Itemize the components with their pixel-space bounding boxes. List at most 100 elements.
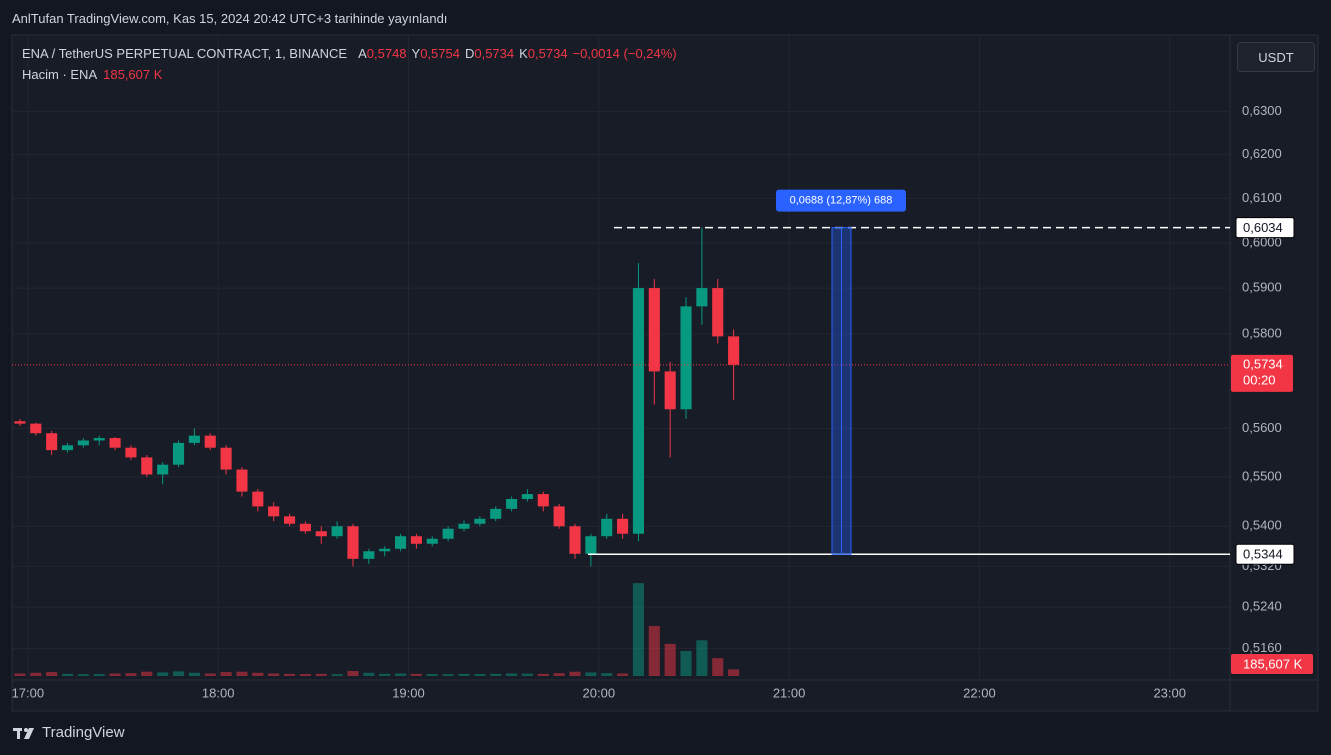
low: 0,5734 <box>474 46 515 61</box>
low-level-label-box <box>1235 543 1295 565</box>
last-volume-box <box>1231 654 1313 674</box>
candle-body <box>283 516 296 524</box>
volume-bar <box>458 673 470 676</box>
volume-bar <box>712 658 724 676</box>
candle-body <box>220 447 232 470</box>
candle-body <box>252 491 264 507</box>
volume-bar <box>268 673 280 676</box>
logo <box>13 728 34 739</box>
candle-body <box>61 445 74 451</box>
candle-body <box>331 526 343 537</box>
volume-legend: Hacim · ENA 185,607 K <box>22 67 162 82</box>
candle-body <box>728 336 740 365</box>
volume-label: Hacim · ENA <box>22 67 98 82</box>
candle-body <box>585 536 597 554</box>
candle-body <box>363 551 375 559</box>
candle-body <box>395 536 407 549</box>
candle-body <box>268 506 280 517</box>
candle-body <box>664 371 676 410</box>
volume-bar <box>30 672 42 676</box>
countdown-label: 00:20 <box>1243 372 1276 387</box>
candle-body <box>442 528 454 539</box>
volume-bar <box>553 673 565 676</box>
candle-body <box>458 523 470 529</box>
y-tick-label: 0,5160 <box>1242 640 1282 655</box>
y-tick-label: 0,6300 <box>1242 103 1282 118</box>
volume-bar <box>537 673 549 676</box>
high-level-label: 0,6034 <box>1243 220 1283 235</box>
high: 0,5754 <box>420 46 460 61</box>
candle-body <box>712 288 724 337</box>
candle-body <box>553 506 565 527</box>
candle-body <box>204 435 216 448</box>
open-label: A <box>358 46 367 61</box>
y-tick-label: 0,5600 <box>1242 420 1282 435</box>
volume-bar <box>283 673 296 676</box>
volume-bar <box>696 640 708 676</box>
volume-bar <box>236 671 248 676</box>
currency-button[interactable]: USDT <box>1237 42 1315 72</box>
change: −0,0014 (−0,24%) <box>572 46 677 61</box>
candle-body <box>537 494 549 507</box>
candle-body <box>601 518 613 537</box>
volume-bar <box>632 583 644 676</box>
candle-body <box>77 440 89 446</box>
volume-bar <box>664 643 676 676</box>
candle-body <box>236 469 248 492</box>
legend: ENA / TetherUS PERPETUAL CONTRACT, 1, BI… <box>22 46 677 61</box>
volume-bar <box>442 674 454 676</box>
volume-bar <box>204 673 216 676</box>
volume-bar <box>252 672 264 676</box>
y-tick-label: 0,5900 <box>1242 280 1282 295</box>
candle-body <box>680 306 692 410</box>
candle-body <box>157 464 169 475</box>
candle-body <box>410 536 422 544</box>
volume-bar <box>14 673 26 676</box>
y-tick-label: 0,5400 <box>1242 518 1282 533</box>
volume-bar <box>426 674 438 676</box>
high-label: Y <box>411 46 421 61</box>
candle-body <box>347 526 359 559</box>
header-title: AnlTufan TradingView.com, Kas 15, 2024 2… <box>12 11 448 26</box>
volume-bar <box>331 674 343 676</box>
candle-body <box>93 438 105 441</box>
candle-body <box>14 421 26 424</box>
volume-bar <box>728 669 740 676</box>
volume-bar <box>585 672 597 676</box>
volume-bar <box>61 673 74 676</box>
volume-bar <box>680 651 692 676</box>
volume-bar <box>474 674 486 676</box>
y-tick-label: 0,5240 <box>1242 599 1282 614</box>
volume-bar <box>125 673 137 676</box>
volume-bar <box>395 673 407 676</box>
x-tick-label: 18:00 <box>202 685 235 700</box>
candle-body <box>141 457 153 475</box>
candle-body <box>188 435 200 443</box>
volume-bar <box>188 672 200 676</box>
candle-body <box>379 548 391 552</box>
volume-bar <box>157 672 169 676</box>
candle-body <box>299 523 311 532</box>
candle-body <box>648 288 660 372</box>
measure-label: 0,0688 (12,87%) 688 <box>790 195 893 207</box>
candle-body <box>172 442 185 465</box>
volume-bar <box>220 672 232 676</box>
close-label: K <box>519 46 528 61</box>
volume-bar <box>490 673 502 676</box>
candle-body <box>569 526 581 554</box>
volume-bar <box>617 673 629 676</box>
candle-body <box>617 518 629 534</box>
candle-body <box>109 438 121 448</box>
volume-bar <box>77 674 89 676</box>
candle-body <box>632 288 644 534</box>
x-tick-label: 17:00 <box>12 685 45 700</box>
symbol: ENA / TetherUS PERPETUAL CONTRACT, 1, BI… <box>22 46 348 61</box>
volume-bar <box>601 673 613 676</box>
x-tick-label: 21:00 <box>773 685 806 700</box>
high-level-label-box <box>1235 217 1295 239</box>
candle-body <box>521 494 533 499</box>
volume-bar <box>347 671 359 676</box>
candle-body <box>474 518 486 524</box>
candle-body <box>30 423 42 434</box>
volume-bar <box>172 671 185 676</box>
